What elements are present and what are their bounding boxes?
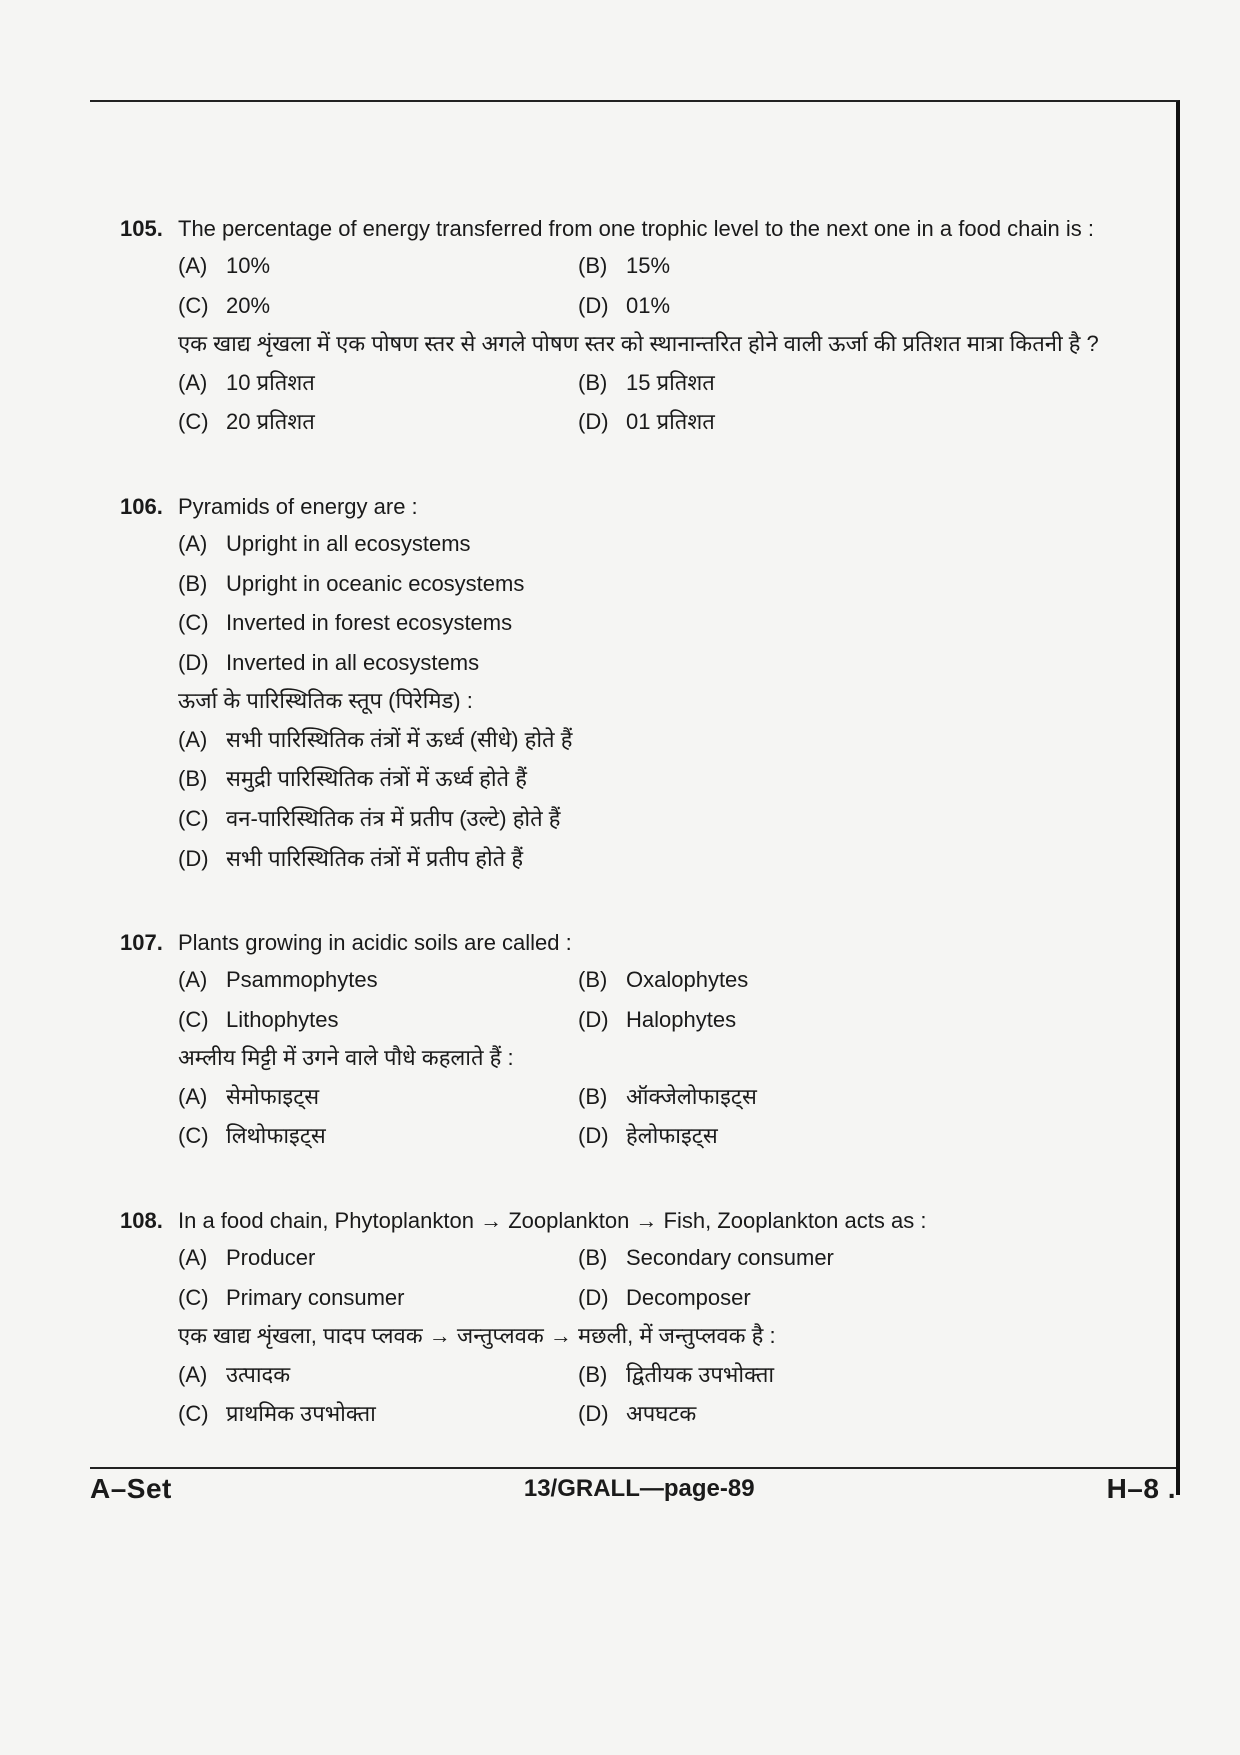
- option-text: 10 प्रतिशत: [226, 363, 315, 403]
- option-text: Psammophytes: [226, 960, 378, 1000]
- option-text: द्वितीयक उपभोक्ता: [626, 1355, 774, 1395]
- option-label: (B): [578, 246, 626, 286]
- question-106: 106. Pyramids of energy are : (A)Upright…: [120, 490, 1136, 878]
- option-text: लिथोफाइट्स: [226, 1116, 326, 1156]
- question-107: 107. Plants growing in acidic soils are …: [120, 926, 1136, 1156]
- question-text-hi: ऊर्जा के पारिस्थितिक स्तूप (पिरेमिड) :: [178, 682, 1136, 719]
- option-text: Upright in oceanic ecosystems: [226, 564, 524, 604]
- option-label: (C): [178, 1116, 226, 1156]
- question-text-hi: एक खाद्य शृंखला में एक पोषण स्तर से अगले…: [178, 325, 1136, 362]
- question-text-hi: अम्लीय मिट्टी में उगने वाले पौधे कहलाते …: [178, 1039, 1136, 1076]
- option-label: (B): [578, 1238, 626, 1278]
- option-label: (B): [578, 363, 626, 403]
- option-label: (D): [578, 1000, 626, 1040]
- option-text: हेलोफाइट्स: [626, 1116, 718, 1156]
- question-text-en: Plants growing in acidic soils are calle…: [178, 926, 1136, 960]
- footer-left: A–Set: [90, 1473, 172, 1505]
- option-label: (B): [178, 759, 226, 799]
- option-label: (D): [578, 1116, 626, 1156]
- question-text-en: The percentage of energy transferred fro…: [178, 212, 1136, 246]
- option-label: (A): [178, 1238, 226, 1278]
- option-text: Primary consumer: [226, 1278, 404, 1318]
- option-label: (C): [178, 402, 226, 442]
- option-text: 15%: [626, 246, 670, 286]
- page-footer: A–Set 13/GRALL—page-89 H–8 .: [90, 1467, 1176, 1505]
- exam-page: 105. The percentage of energy transferre…: [90, 100, 1180, 1495]
- question-105: 105. The percentage of energy transferre…: [120, 212, 1136, 442]
- option-label: (D): [578, 1278, 626, 1318]
- option-text: Halophytes: [626, 1000, 736, 1040]
- option-label: (D): [578, 402, 626, 442]
- option-label: (B): [178, 564, 226, 604]
- option-text: वन-पारिस्थितिक तंत्र में प्रतीप (उल्टे) …: [226, 799, 560, 839]
- footer-right: H–8 .: [1107, 1473, 1176, 1505]
- option-text: सभी पारिस्थितिक तंत्रों में ऊर्ध्व (सीधे…: [226, 720, 572, 760]
- option-text: Decomposer: [626, 1278, 751, 1318]
- question-text-en: Pyramids of energy are :: [178, 490, 1136, 524]
- option-label: (C): [178, 1278, 226, 1318]
- option-label: (A): [178, 363, 226, 403]
- option-text: Upright in all ecosystems: [226, 524, 471, 564]
- option-text: 01%: [626, 286, 670, 326]
- option-text: 01 प्रतिशत: [626, 402, 715, 442]
- option-label: (C): [178, 1394, 226, 1434]
- option-label: (C): [178, 1000, 226, 1040]
- question-number: 106.: [120, 490, 178, 524]
- option-text: Oxalophytes: [626, 960, 748, 1000]
- option-label: (A): [178, 1355, 226, 1395]
- option-label: (B): [578, 960, 626, 1000]
- option-label: (D): [578, 286, 626, 326]
- option-text: उत्पादक: [226, 1355, 290, 1395]
- question-108: 108. In a food chain, Phytoplankton → Zo…: [120, 1204, 1136, 1434]
- option-label: (A): [178, 720, 226, 760]
- option-label: (D): [178, 839, 226, 879]
- option-label: (D): [178, 643, 226, 683]
- option-text: समुद्री पारिस्थितिक तंत्रों में ऊर्ध्व ह…: [226, 759, 527, 799]
- question-text-hi: एक खाद्य शृंखला, पादप प्लवक → जन्तुप्लवक…: [178, 1317, 1136, 1354]
- option-label: (A): [178, 960, 226, 1000]
- question-number: 105.: [120, 212, 178, 246]
- option-label: (C): [178, 603, 226, 643]
- footer-center: 13/GRALL—page-89: [524, 1475, 755, 1503]
- option-text: Secondary consumer: [626, 1238, 834, 1278]
- option-text: 20%: [226, 286, 270, 326]
- option-text: 10%: [226, 246, 270, 286]
- option-label: (A): [178, 524, 226, 564]
- option-label: (B): [578, 1077, 626, 1117]
- option-text: Inverted in forest ecosystems: [226, 603, 512, 643]
- option-text: अपघटक: [626, 1394, 696, 1434]
- option-text: Inverted in all ecosystems: [226, 643, 479, 683]
- question-number: 107.: [120, 926, 178, 960]
- option-text: 15 प्रतिशत: [626, 363, 715, 403]
- option-text: Producer: [226, 1238, 315, 1278]
- option-text: सेमोफाइट्स: [226, 1077, 319, 1117]
- option-label: (D): [578, 1394, 626, 1434]
- question-number: 108.: [120, 1204, 178, 1238]
- option-text: प्राथमिक उपभोक्ता: [226, 1394, 376, 1434]
- option-label: (A): [178, 246, 226, 286]
- option-text: Lithophytes: [226, 1000, 339, 1040]
- option-text: ऑक्जेलोफाइट्स: [626, 1077, 757, 1117]
- option-text: सभी पारिस्थितिक तंत्रों में प्रतीप होते …: [226, 839, 523, 879]
- question-text-en: In a food chain, Phytoplankton → Zooplan…: [178, 1204, 1136, 1238]
- option-text: 20 प्रतिशत: [226, 402, 315, 442]
- option-label: (A): [178, 1077, 226, 1117]
- option-label: (B): [578, 1355, 626, 1395]
- option-label: (C): [178, 799, 226, 839]
- option-label: (C): [178, 286, 226, 326]
